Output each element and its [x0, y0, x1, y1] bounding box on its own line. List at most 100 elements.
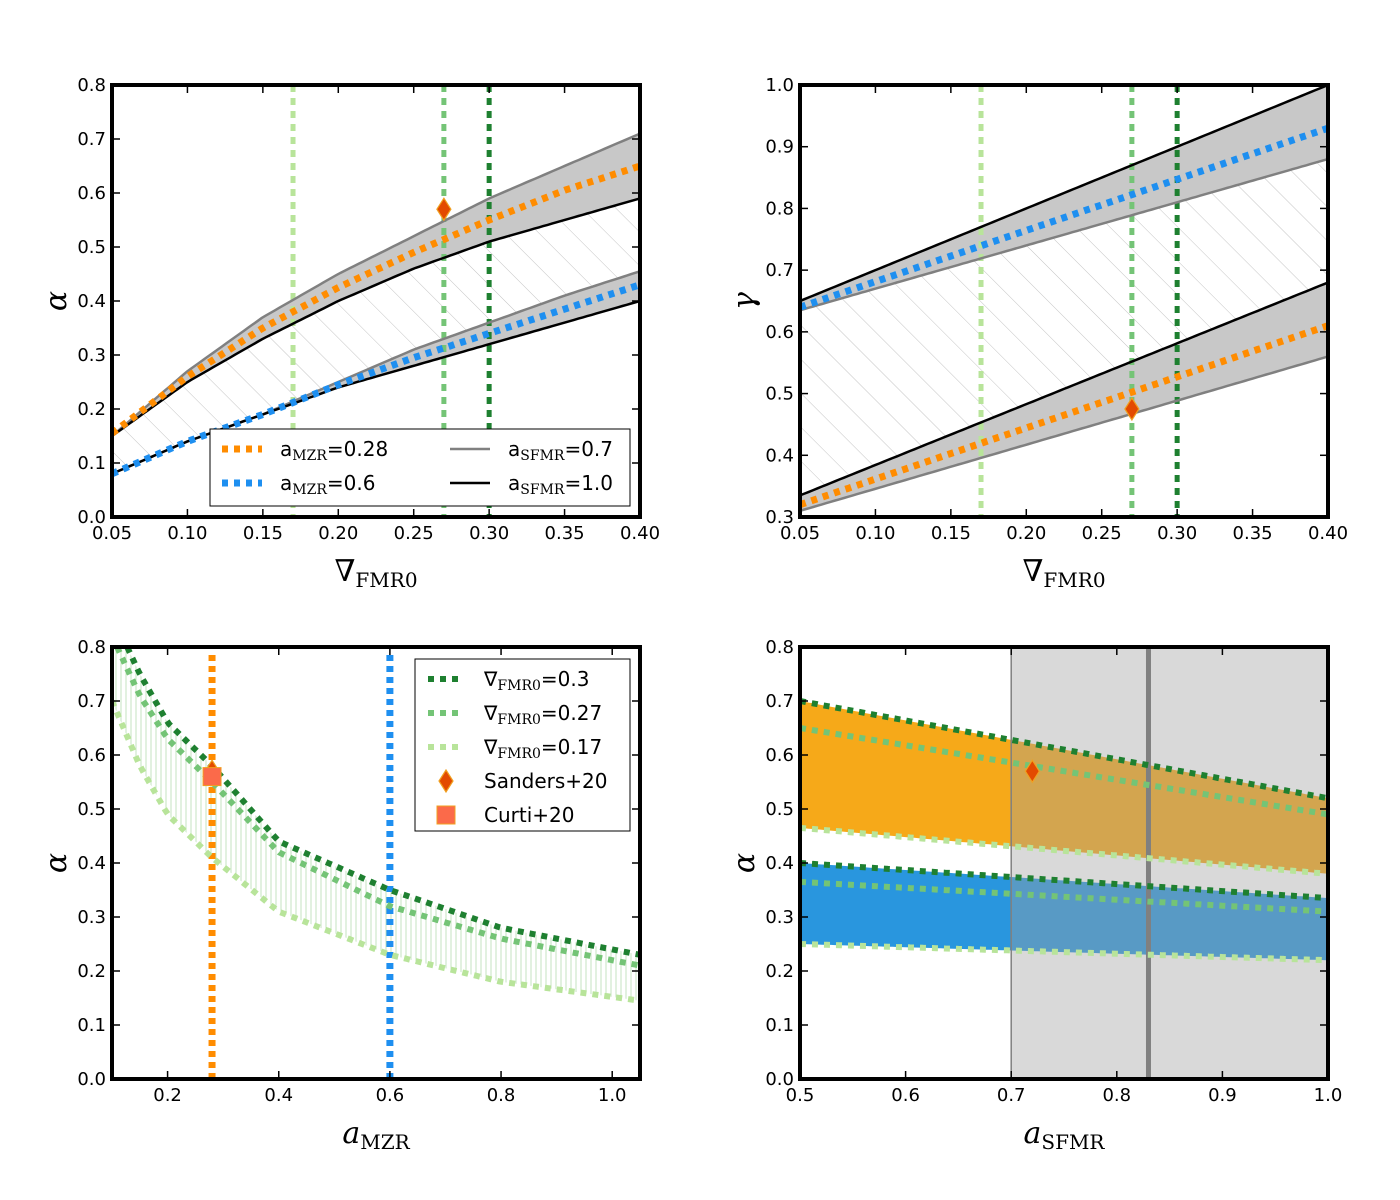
y-tick-label: 0.7 [765, 691, 794, 712]
legend-label: Sanders+20 [484, 769, 607, 793]
y-tick-label: 1.0 [765, 75, 794, 96]
x-axis-label: aMZR [342, 1116, 410, 1154]
x-axis-label: ∇FMR0 [1022, 554, 1105, 592]
x-tick-label: 0.05 [92, 523, 132, 544]
legend-value: =0.17 [541, 735, 602, 759]
x-tick-label: 0.8 [487, 1085, 516, 1106]
series-line [800, 941, 1328, 964]
hatch-region [112, 198, 640, 474]
legend-value: =0.7 [564, 437, 613, 461]
x-tick-label: 0.15 [931, 523, 971, 544]
y-axis-label: α [39, 853, 74, 873]
y-tick-label: 0.1 [77, 453, 106, 474]
legend-value: =1.0 [564, 471, 613, 495]
legend-sub: MZR [292, 482, 327, 498]
x-tick-label: 0.20 [1006, 523, 1046, 544]
legend-sub: MZR [292, 448, 327, 464]
y-tick-label: 0.5 [77, 237, 106, 258]
legend: ∇FMR0=0.3∇FMR0=0.27∇FMR0=0.17Sanders+20C… [414, 658, 631, 832]
x-axis-label-sub: FMR0 [355, 568, 417, 592]
series-line [112, 299, 640, 475]
axes-frame [798, 83, 1330, 519]
x-tick-label: 0.7 [997, 1085, 1026, 1106]
legend-diamond [438, 768, 454, 794]
series-line [113, 647, 640, 969]
y-tick-label: 0.3 [765, 507, 794, 528]
y-tick-label: 0.0 [77, 507, 106, 528]
x-tick-label: 0.15 [243, 523, 283, 544]
legend-sub: SFMR [520, 482, 565, 498]
x-tick-label: 1.0 [1314, 1085, 1343, 1106]
x-tick-label: 0.10 [855, 523, 895, 544]
x-tick-label: 0.25 [1082, 523, 1122, 544]
y-tick-label: 0.7 [765, 260, 794, 281]
shade-region [1011, 647, 1328, 1079]
y-tick-label: 0.5 [765, 799, 794, 820]
x-tick-label: 0.8 [1102, 1085, 1131, 1106]
plot-area [112, 647, 640, 1079]
legend-main: a [508, 437, 520, 461]
x-tick-label: 0.2 [153, 1085, 182, 1106]
y-tick-label: 0.4 [77, 853, 106, 874]
y-axis-label: α [39, 291, 74, 311]
y-tick-label: 0.2 [765, 961, 794, 982]
y-tick-label: 0.8 [77, 637, 106, 658]
hatch-region [112, 647, 640, 1001]
x-tick-label: 0.4 [264, 1085, 293, 1106]
series-line [112, 162, 640, 437]
legend-label: ∇FMR0=0.17 [483, 735, 602, 762]
legend-label: aMZR=0.28 [280, 437, 388, 464]
x-tick-label: 0.40 [620, 523, 660, 544]
band-blue [800, 85, 1328, 311]
legend-value: =0.3 [541, 667, 590, 691]
band-orange [800, 701, 1328, 874]
y-tick-label: 0.6 [765, 322, 794, 343]
x-tick-label: 0.9 [1208, 1085, 1237, 1106]
y-axis-label: γ [727, 292, 762, 310]
series-line [800, 124, 1328, 311]
series-line [112, 132, 640, 437]
y-tick-label: 0.7 [77, 129, 106, 150]
x-tick-label: 0.30 [1157, 523, 1197, 544]
legend-main: a [280, 437, 292, 461]
legend-label: Curti+20 [484, 803, 574, 827]
y-tick-label: 0.6 [77, 183, 106, 204]
sanders-point [1124, 396, 1140, 422]
x-axis-label-main: a [342, 1116, 360, 1151]
y-tick-label: 0.8 [765, 198, 794, 219]
panel-top-left: 0.05 0.10 0.15 0.20 0.25 0.30 0.35 0.40 0.0 0.1 0.… [39, 75, 660, 592]
y-tick-label: 0.5 [77, 799, 106, 820]
legend-sub: SFMR [520, 448, 565, 464]
y-tick-label: 0.4 [765, 853, 794, 874]
legend-main: ∇ [483, 701, 498, 725]
x-tick-label: 0.20 [318, 523, 358, 544]
x-tick-label: 0.05 [780, 523, 820, 544]
legend-value: =0.6 [327, 471, 376, 495]
x-tick-label: 0.35 [545, 523, 585, 544]
y-tick-label: 0.3 [77, 907, 106, 928]
x-tick-label: 0.35 [1233, 523, 1273, 544]
x-tick-label: 0.10 [167, 523, 207, 544]
y-tick-label: 0.5 [765, 384, 794, 405]
legend-sub: FMR0 [497, 678, 541, 694]
x-tick-label: 0.30 [469, 523, 509, 544]
x-axis-label-main: a [1023, 1116, 1041, 1151]
x-axis-label: ∇FMR0 [334, 554, 417, 592]
series-line [800, 860, 1328, 902]
panel-top-right: 0.05 0.10 0.15 0.20 0.25 0.30 0.35 0.40 0.3 0.4 0.… [727, 75, 1348, 592]
series-line [800, 878, 1328, 915]
legend-square [436, 805, 456, 825]
legend-label: aMZR=0.6 [280, 471, 375, 498]
plot-area [112, 85, 640, 517]
x-axis-label-sub: FMR0 [1043, 568, 1105, 592]
y-tick-label: 0.0 [765, 1069, 794, 1090]
legend-box [414, 658, 631, 832]
y-tick-label: 0.4 [77, 291, 106, 312]
series-line [800, 725, 1328, 818]
series-line [800, 85, 1328, 303]
series-line [112, 281, 640, 478]
series-line [800, 157, 1328, 312]
x-axis-label-sub: SFMR [1041, 1130, 1105, 1154]
x-axis-label-sub: MZR [360, 1130, 410, 1154]
